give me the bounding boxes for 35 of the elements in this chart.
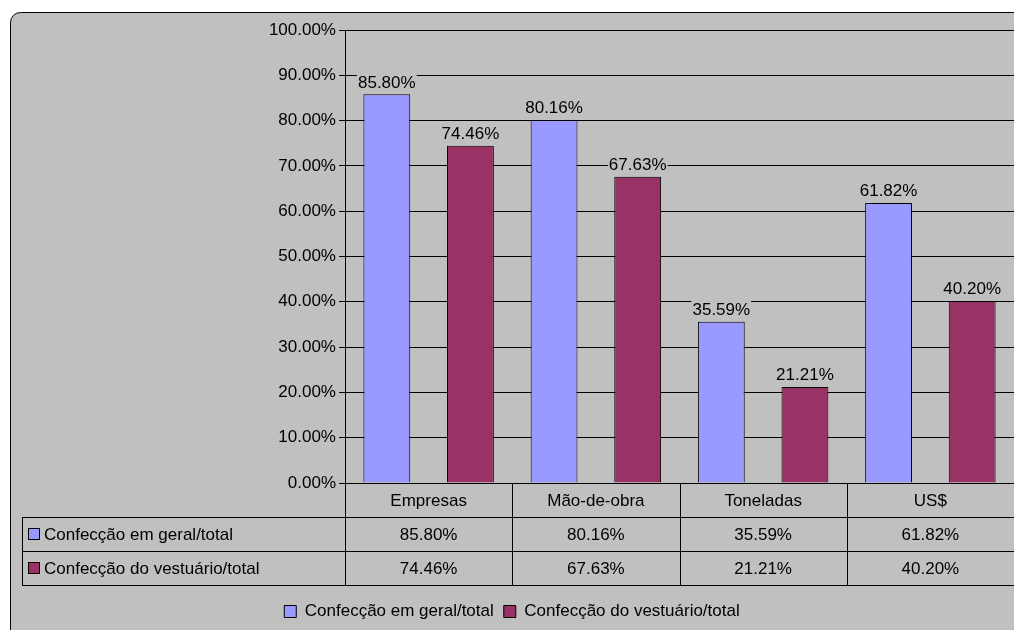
text: 35.59% (692, 299, 751, 319)
y-tick-label: 20.00% (278, 382, 336, 402)
data-label: 21.21% (734, 558, 792, 578)
text: 67.63% (608, 154, 667, 174)
text: 74.46% (441, 123, 500, 143)
y-tick-label: 80.00% (278, 110, 336, 130)
x-tick-label: US$ (913, 490, 948, 510)
text: Confecção em geral/total (44, 524, 233, 544)
data-label: 67.63% (567, 558, 625, 578)
x-tick-label: Mão-de-obra (547, 490, 646, 510)
y-tick-label: 40.00% (278, 291, 336, 311)
data-label: 61.82% (901, 524, 960, 544)
text: 40.20% (943, 279, 1002, 299)
text: 85.80% (357, 72, 416, 92)
text: 21.21% (776, 365, 834, 385)
y-tick-label: 30.00% (278, 336, 336, 356)
data-label: 85.80% (399, 524, 458, 544)
y-tick-label: 90.00% (278, 64, 336, 84)
y-tick-label: 60.00% (278, 200, 336, 220)
data-label: 40.20% (901, 558, 960, 578)
data-label: 80.16% (567, 524, 625, 544)
x-tick-label: Empresas (390, 490, 467, 510)
data-label: 74.46% (399, 558, 458, 578)
legend-label: Confecção do vestuário/total (524, 601, 740, 621)
y-tick-label: 100.00% (268, 19, 336, 39)
y-tick-label: 50.00% (278, 246, 336, 266)
legend-label: Confecção em geral/total (304, 601, 494, 621)
text: Confecção do vestuário/total (44, 558, 260, 578)
data-label: 35.59% (734, 524, 792, 544)
text: 61.82% (859, 181, 918, 201)
y-tick-label: 10.00% (278, 427, 336, 447)
y-tick-label: 0.00% (287, 472, 336, 492)
y-tick-label: 70.00% (278, 155, 336, 175)
text: 80.16% (525, 98, 583, 118)
x-tick-label: Toneladas (724, 490, 802, 510)
